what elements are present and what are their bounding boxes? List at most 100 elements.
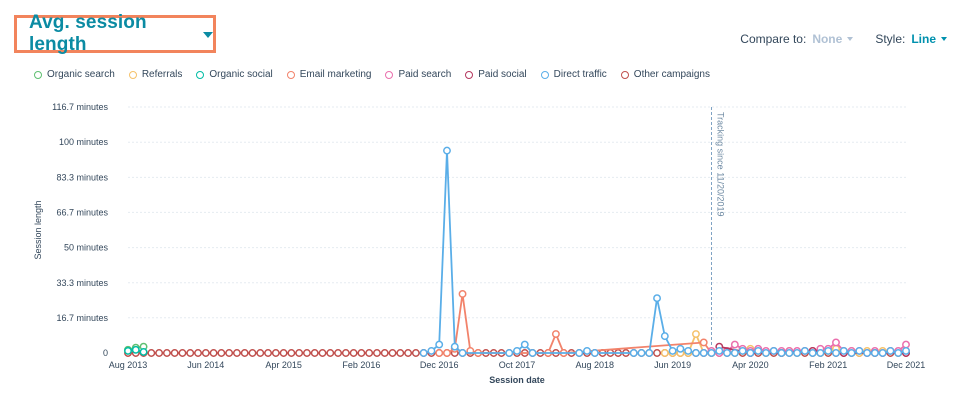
legend-item[interactable]: Email marketing <box>286 69 372 80</box>
data-point <box>443 146 451 155</box>
data-point <box>800 346 809 355</box>
data-point <box>458 290 467 298</box>
chevron-down-icon <box>847 37 854 41</box>
x-tick-label: Apr 2020 <box>732 360 769 370</box>
x-tick-label: Feb 2016 <box>342 360 380 370</box>
data-point <box>380 349 389 357</box>
data-point <box>660 349 669 357</box>
legend-item[interactable]: Paid social <box>465 69 527 80</box>
data-point <box>240 349 249 357</box>
y-tick-label: 33.3 minutes <box>56 278 108 288</box>
chevron-down-icon <box>203 32 213 38</box>
legend-item[interactable]: Direct traffic <box>540 69 607 80</box>
data-point <box>139 347 148 356</box>
legend-marker-icon <box>128 70 137 79</box>
data-point <box>551 330 560 338</box>
style-label: Style: <box>875 32 906 46</box>
legend-marker-icon <box>540 70 549 79</box>
metric-selector-dropdown[interactable]: Avg. session length <box>14 12 216 55</box>
data-point <box>832 349 840 357</box>
data-point <box>302 349 311 357</box>
y-tick-label: 116.7 minutes <box>52 102 108 112</box>
data-point <box>653 349 661 357</box>
data-point <box>450 342 459 351</box>
legend-item[interactable]: Paid search <box>385 69 451 80</box>
data-point <box>808 349 817 357</box>
compare-value: None <box>812 32 843 46</box>
data-point <box>902 340 910 349</box>
data-point <box>847 349 856 357</box>
data-point <box>373 349 381 357</box>
legend-item[interactable]: Referrals <box>128 69 182 80</box>
data-point <box>629 349 638 357</box>
compare-dropdown[interactable]: None <box>812 32 854 46</box>
data-point <box>310 349 319 357</box>
data-point <box>427 346 436 355</box>
x-tick-label: Feb 2021 <box>809 360 847 370</box>
data-point <box>730 340 739 349</box>
data-point <box>723 349 732 357</box>
data-point <box>645 349 654 357</box>
data-point <box>357 349 366 357</box>
data-point <box>248 349 257 357</box>
y-tick-label: 66.7 minutes <box>56 207 108 217</box>
data-point <box>513 346 521 355</box>
y-axis-title: Session length <box>33 200 43 259</box>
data-point <box>505 349 514 357</box>
series-line <box>423 149 907 354</box>
data-point <box>660 332 669 341</box>
data-point <box>769 346 778 355</box>
legend-item[interactable]: Other campaigns <box>620 69 710 80</box>
data-point <box>287 349 296 357</box>
data-point <box>209 349 218 357</box>
x-tick-label: Oct 2017 <box>499 360 536 370</box>
data-point <box>155 349 164 357</box>
data-point <box>435 349 444 357</box>
x-tick-label: Aug 2013 <box>109 360 148 370</box>
legend-label: Organic search <box>47 69 115 80</box>
data-point <box>388 349 397 357</box>
data-point <box>894 349 903 357</box>
data-point <box>147 349 156 357</box>
data-point <box>170 349 179 357</box>
legend-label: Email marketing <box>299 69 372 80</box>
legend-marker-icon <box>385 70 394 79</box>
x-tick-label: Dec 2016 <box>420 360 459 370</box>
style-dropdown[interactable]: Line <box>911 32 947 46</box>
chevron-down-icon <box>941 37 947 41</box>
data-point <box>715 346 724 355</box>
legend-label: Paid search <box>398 69 452 80</box>
data-point <box>201 349 210 357</box>
data-point <box>318 349 327 357</box>
data-point <box>839 346 848 355</box>
legend-item[interactable]: Organic search <box>34 69 115 80</box>
data-point <box>691 349 700 357</box>
data-point <box>886 346 895 355</box>
data-point <box>341 349 350 357</box>
y-tick-label: 100 minutes <box>59 137 109 147</box>
data-point <box>777 349 786 357</box>
style-value: Line <box>911 32 936 46</box>
data-point <box>902 346 910 355</box>
data-point <box>699 338 708 347</box>
legend-marker-icon <box>620 70 629 79</box>
y-tick-label: 50 minutes <box>64 243 109 253</box>
data-point <box>458 349 467 357</box>
data-point <box>863 349 872 357</box>
x-tick-label: Dec 2021 <box>887 360 926 370</box>
data-point <box>419 349 428 357</box>
data-point <box>746 349 755 357</box>
compare-label: Compare to: <box>740 32 807 46</box>
data-point <box>264 349 272 357</box>
chart-title: Avg. session length <box>29 12 147 55</box>
data-point <box>575 349 584 357</box>
chart-legend: Organic search Referrals Organic social Ema… <box>34 69 724 80</box>
legend-item[interactable]: Organic social <box>196 69 273 80</box>
data-point <box>707 349 716 357</box>
data-point <box>435 340 444 349</box>
legend-marker-icon <box>465 70 474 79</box>
data-point <box>668 346 677 355</box>
data-point <box>334 349 343 357</box>
x-axis-title: Session date <box>489 375 545 385</box>
